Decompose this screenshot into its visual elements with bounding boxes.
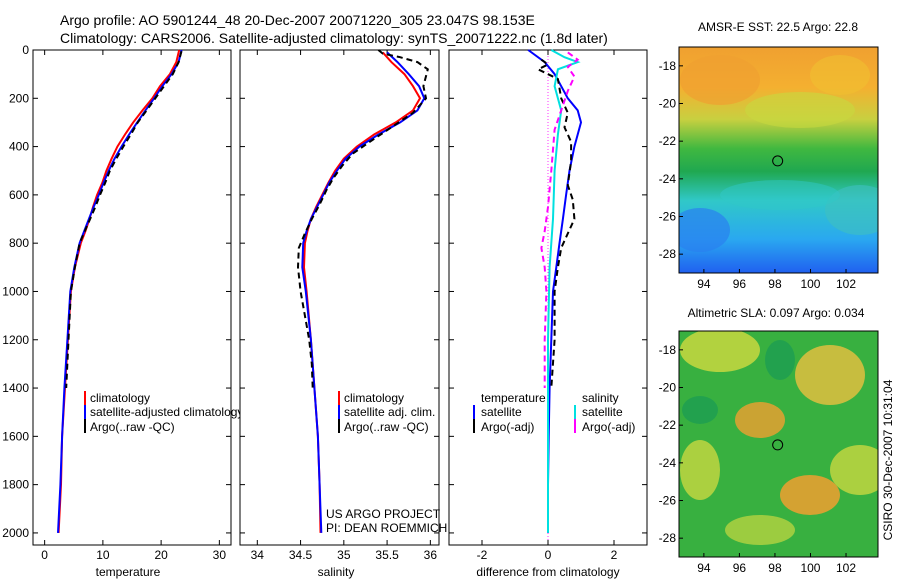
map-y-tick-label: -20 <box>659 97 677 111</box>
y-tick-label: 2000 <box>2 526 29 540</box>
map-x-tick-label: 102 <box>836 277 856 291</box>
legend-label-sal-satellite: satellite <box>582 405 623 419</box>
figure-title-line2: Climatology: CARS2006. Satellite-adjuste… <box>60 30 608 46</box>
x-tick-label: 36 <box>424 548 438 562</box>
legend-title-salinity: salinity <box>582 391 619 405</box>
map-x-tick-label: 100 <box>800 561 820 575</box>
salinity-axes-frame <box>239 49 440 546</box>
map-x-tick-label: 94 <box>697 277 711 291</box>
pi-annotation: PI: DEAN ROEMMICH <box>326 521 447 535</box>
sla-map-title: Altimetric SLA: 0.097 Argo: 0.034 <box>688 306 865 320</box>
series-line-temperature-satellite <box>527 49 583 533</box>
map-y-tick-label: -26 <box>659 494 677 508</box>
map-y-tick-label: -18 <box>659 59 677 73</box>
legend-label-argo: Argo(..raw -QC) <box>90 420 175 434</box>
legend-label-satellite: satellite-adjusted climatology <box>90 405 243 419</box>
legend-label-temp-satellite: satellite <box>481 405 522 419</box>
legend-title-temperature: temperature <box>481 391 546 405</box>
csiro-timestamp: CSIRO 30-Dec-2007 10:31:04 <box>881 379 895 540</box>
map-x-tick-label: 98 <box>768 277 782 291</box>
sst-map-frame <box>678 46 879 274</box>
series-line-argo-raw-qc- <box>296 49 429 389</box>
x-tick-label: 2 <box>611 548 618 562</box>
legend-label-sal-argo: Argo(-adj) <box>582 420 635 434</box>
sla-map-panel: Altimetric SLA: 0.097 Argo: 0.034 94 96 98… <box>659 306 879 575</box>
y-tick-label: 200 <box>9 91 29 105</box>
map-x-tick-label: 96 <box>733 561 747 575</box>
sst-map-panel: AMSR-E SST: 22.5 Argo: 22.8 94 96 98 100 102… <box>659 20 879 291</box>
map-x-tick-label: 100 <box>800 277 820 291</box>
map-y-tick-label: -24 <box>659 172 677 186</box>
x-tick-label: 35.5 <box>375 548 399 562</box>
y-tick-label: 0 <box>22 43 29 57</box>
figure-title-line1: Argo profile: AO 5901244_48 20-Dec-2007 … <box>60 12 535 28</box>
sst-map-image <box>679 47 878 273</box>
y-tick-label: 1000 <box>2 284 29 298</box>
series-line-temperature-argo-adj- <box>535 58 576 389</box>
sla-map-image <box>679 331 878 557</box>
x-tick-label: 0 <box>545 548 552 562</box>
map-y-tick-label: -28 <box>659 531 677 545</box>
y-tick-label: 400 <box>9 140 29 154</box>
map-y-tick-label: -20 <box>659 381 677 395</box>
y-tick-label: 1600 <box>2 429 29 443</box>
salinity-xlabel: salinity <box>318 565 355 579</box>
y-tick-label: 800 <box>9 236 29 250</box>
temperature-xlabel: temperature <box>96 565 161 579</box>
x-tick-label: 34 <box>251 548 265 562</box>
salinity-panel: 34 34.5 35 35.5 36 salinity climatology sate… <box>239 49 447 579</box>
map-x-tick-label: 94 <box>697 561 711 575</box>
legend-label-climatology: climatology <box>344 391 404 405</box>
y-tick-label: 1800 <box>2 478 29 492</box>
sst-map-title: AMSR-E SST: 22.5 Argo: 22.8 <box>698 20 858 34</box>
series-line-argo-raw-qc- <box>65 50 183 389</box>
x-tick-label: 34.5 <box>289 548 313 562</box>
project-annotation: US ARGO PROJECT <box>326 507 441 521</box>
temperature-legend: climatology satellite-adjusted climatolo… <box>84 391 243 434</box>
temperature-panel: 0 10 20 30 0 200 400 600 800 1000 1200 1400 1600 1800… <box>2 43 243 579</box>
difference-xlabel: difference from climatology <box>476 565 619 579</box>
map-y-tick-label: -22 <box>659 418 677 432</box>
x-tick-label: 10 <box>96 548 110 562</box>
legend-label-climatology: climatology <box>90 391 150 405</box>
difference-panel: -2 0 2 difference from climatology tempera… <box>448 49 648 579</box>
x-tick-label: -2 <box>477 548 488 562</box>
y-tick-label: 1400 <box>2 381 29 395</box>
map-y-tick-label: -26 <box>659 210 677 224</box>
series-line-satellite-adjusted-climatology <box>57 49 183 533</box>
series-line-salinity-argo-adj- <box>540 51 580 388</box>
y-tick-label: 1200 <box>2 333 29 347</box>
argo-location-marker <box>772 439 784 451</box>
map-y-tick-label: -28 <box>659 247 677 261</box>
map-x-tick-label: 96 <box>733 277 747 291</box>
salinity-legend: climatology satellite adj. clim. Argo(..… <box>338 391 435 434</box>
legend-label-argo: Argo(..raw -QC) <box>344 420 429 434</box>
map-y-tick-label: -22 <box>659 134 677 148</box>
map-x-tick-label: 98 <box>768 561 782 575</box>
difference-legend: temperature satellite Argo(-adj) salinit… <box>473 391 635 434</box>
series-line-salinity-satellite <box>547 49 581 533</box>
x-tick-label: 35 <box>337 548 351 562</box>
x-tick-label: 30 <box>213 548 227 562</box>
x-tick-label: 0 <box>41 548 48 562</box>
map-y-tick-label: -24 <box>659 456 677 470</box>
y-tick-label: 600 <box>9 188 29 202</box>
legend-label-temp-argo: Argo(-adj) <box>481 420 534 434</box>
map-x-tick-label: 102 <box>836 561 856 575</box>
legend-label-satellite: satellite adj. clim. <box>344 405 435 419</box>
map-y-tick-label: -18 <box>659 343 677 357</box>
sla-map-frame <box>678 330 879 558</box>
argo-location-marker <box>772 155 784 167</box>
x-tick-label: 20 <box>154 548 168 562</box>
